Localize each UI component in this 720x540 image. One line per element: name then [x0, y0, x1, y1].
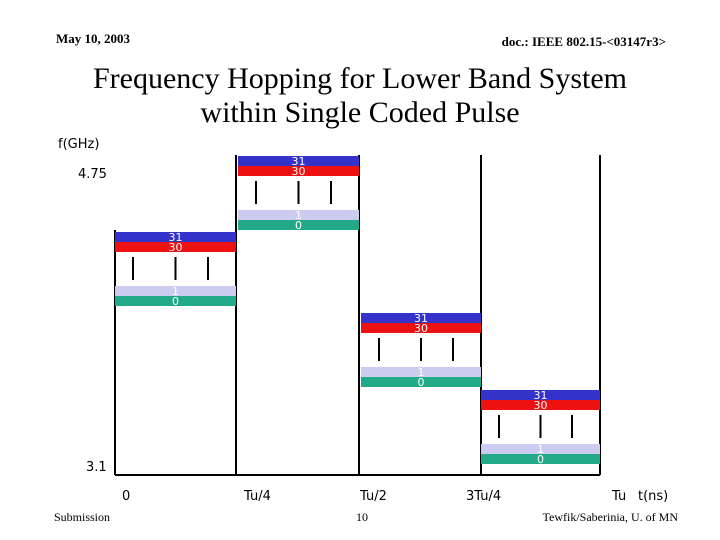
bar-31-label: 31 [169, 231, 183, 244]
y-axis-label: f(GHz) [58, 137, 100, 152]
bar-1-group-0 [115, 286, 236, 296]
bar-30-group-2 [361, 323, 481, 333]
bar-0-label: 0 [172, 295, 179, 308]
bar-1-group-1 [238, 210, 359, 220]
bar-0-label: 0 [295, 219, 302, 232]
axis-lines [114, 155, 601, 476]
bar-30-group-3 [481, 400, 600, 410]
x-axis-unit: t(ns) [638, 489, 669, 504]
bar-0-group-2 [361, 377, 481, 387]
x-tick-quarter: Tu/4 [244, 489, 271, 504]
y-tick-top: 4.75 [78, 167, 107, 182]
bar-30-label: 30 [292, 165, 306, 178]
bar-31-group-0 [115, 232, 236, 242]
bar-0-group-0 [115, 296, 236, 306]
bar-1-label: 1 [537, 443, 544, 456]
header-doc-id: doc.: IEEE 802.15-<03147r3> [501, 34, 666, 49]
bar-1-label: 1 [295, 209, 302, 222]
bar-31-label: 31 [414, 312, 428, 325]
y-tick-bottom: 3.1 [86, 460, 107, 475]
bar-31-group-1 [238, 156, 359, 166]
slide-title: Frequency Hopping for Lower Band System … [0, 62, 720, 130]
footer-author: Tewfik/Saberinia, U. of MN [542, 510, 678, 524]
header-date: May 10, 2003 [56, 31, 131, 46]
bar-1-group-3 [481, 444, 600, 454]
x-tick-0: 0 [122, 489, 131, 504]
bar-30-group-0 [115, 242, 236, 252]
bar-30-label: 30 [169, 241, 183, 254]
bar-30-group-1 [238, 166, 359, 176]
footer-submission: Submission [54, 510, 111, 524]
title-line-2: within Single Coded Pulse [200, 96, 520, 129]
x-tick-half: Tu/2 [360, 489, 387, 504]
bar-0-group-1 [238, 220, 359, 230]
bar-0-label: 0 [537, 453, 544, 466]
bar-30-label: 30 [534, 399, 548, 412]
bar-1-group-2 [361, 367, 481, 377]
bar-1-label: 1 [172, 285, 179, 298]
bar-0-label: 0 [418, 376, 425, 389]
bar-31-label: 31 [534, 389, 548, 402]
x-tick-full: Tu [612, 489, 627, 504]
bar-31-label: 31 [292, 155, 306, 168]
bar-31-group-3 [481, 390, 600, 400]
bar-0-group-3 [481, 454, 600, 464]
footer-page-number: 10 [356, 510, 368, 524]
bar-31-group-2 [361, 313, 481, 323]
bar-1-label: 1 [418, 366, 425, 379]
bar-30-label: 30 [414, 322, 428, 335]
x-tick-three-quarter: 3Tu/4 [466, 489, 502, 504]
title-line-1: Frequency Hopping for Lower Band System [92, 62, 628, 95]
